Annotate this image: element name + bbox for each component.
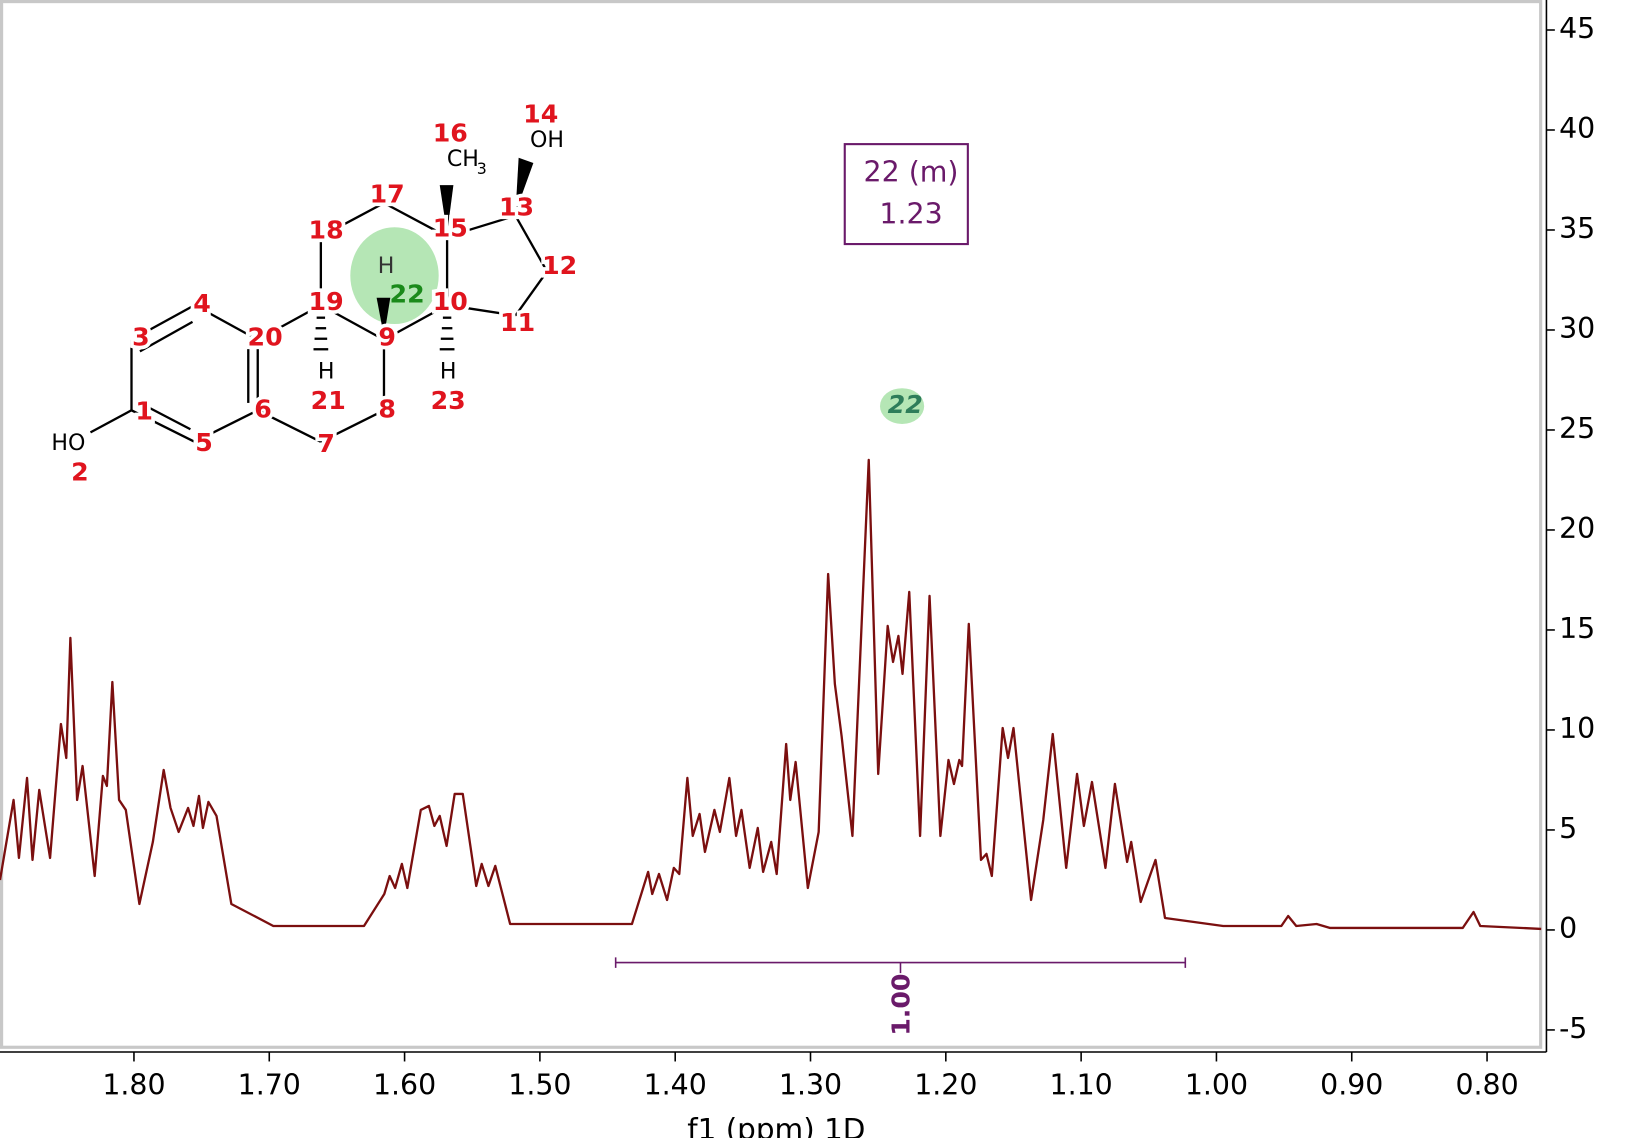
plot-frame	[0, 0, 1543, 1049]
x-tick-label: 1.20	[914, 1069, 977, 1102]
bonds	[89, 202, 549, 443]
x-tick-label: 1.00	[1185, 1069, 1248, 1102]
wedge-bond	[376, 297, 391, 337]
group-label: H	[440, 358, 457, 384]
atom-number: 5	[195, 428, 213, 457]
atom-number: 12	[542, 251, 577, 280]
atom-number: 18	[309, 215, 344, 244]
atom-number: 1	[135, 396, 153, 425]
multiplet-label: 22 (m)	[864, 156, 959, 189]
atom-number: 9	[378, 323, 396, 352]
y-tick-label: 30	[1559, 312, 1595, 345]
group-label: HO	[51, 430, 85, 456]
y-tick-label: 45	[1559, 12, 1595, 45]
atom-number: 20	[248, 323, 283, 352]
atom-number: 14	[523, 100, 558, 129]
group-label: 3	[477, 159, 487, 178]
y-tick-label: 10	[1559, 712, 1595, 745]
y-tick-label: -5	[1559, 1012, 1587, 1045]
atom-number: 19	[309, 287, 344, 316]
integral-bracket	[614, 957, 1187, 974]
y-tick-label: 0	[1559, 912, 1577, 945]
atom-number: 4	[193, 289, 211, 318]
atom-number: 7	[317, 429, 335, 458]
atom-number: 3	[132, 323, 150, 352]
x-tick-label: 1.40	[644, 1069, 707, 1102]
x-tick-label: 1.50	[508, 1069, 571, 1102]
x-tick-label: 0.90	[1320, 1069, 1383, 1102]
wedge-bond	[439, 185, 454, 234]
x-axis-label: f1 (ppm) 1D	[687, 1112, 865, 1138]
y-tick-label: 35	[1559, 212, 1595, 245]
atom-number: 15	[433, 213, 468, 242]
x-tick-label: 1.70	[238, 1069, 301, 1102]
atom-number: 8	[378, 394, 396, 423]
group-label: H	[378, 253, 395, 279]
y-tick-label: 5	[1559, 812, 1577, 845]
atom-number: 2	[71, 457, 89, 486]
multiplet-shift: 1.23	[879, 198, 942, 231]
x-tick-label: 1.10	[1050, 1069, 1113, 1102]
spectrum-line	[0, 458, 1542, 931]
annotation-box	[843, 143, 969, 246]
atom-number: 17	[370, 180, 405, 209]
group-label: CH	[447, 146, 479, 172]
atom-number: 6	[254, 394, 272, 423]
x-tick-label: 1.30	[779, 1069, 842, 1102]
x-tick-label: 0.80	[1455, 1069, 1518, 1102]
x-tick-label: 1.80	[102, 1069, 165, 1102]
atom-number: 13	[499, 192, 534, 221]
y-tick-label: 25	[1559, 412, 1595, 445]
scaled-view: f1 (ppm) 1D 1234567891011121314151617181…	[0, 0, 1595, 1138]
multiplet-marker-label: 22	[888, 390, 923, 419]
atom-number: 11	[500, 308, 535, 337]
highlight-circle	[350, 227, 439, 325]
group-label: H	[318, 358, 335, 384]
atom-number: 10	[433, 287, 468, 316]
wedge-bond	[515, 157, 534, 213]
atom-number: 21	[311, 386, 346, 415]
group-label: OH	[530, 127, 564, 153]
y-tick-label: 20	[1559, 512, 1595, 545]
y-tick-label: 40	[1559, 112, 1595, 145]
multiplet-marker	[879, 388, 925, 424]
atom-number: 16	[433, 119, 468, 148]
atom-number: 22	[390, 280, 425, 309]
y-tick-label: 15	[1559, 612, 1595, 645]
atom-number: 23	[431, 386, 466, 415]
integral-label: 1.00	[887, 974, 916, 1036]
x-tick-label: 1.60	[373, 1069, 436, 1102]
molecule-structure: 1234567891011121314151617181920212223HOO…	[48, 96, 581, 490]
